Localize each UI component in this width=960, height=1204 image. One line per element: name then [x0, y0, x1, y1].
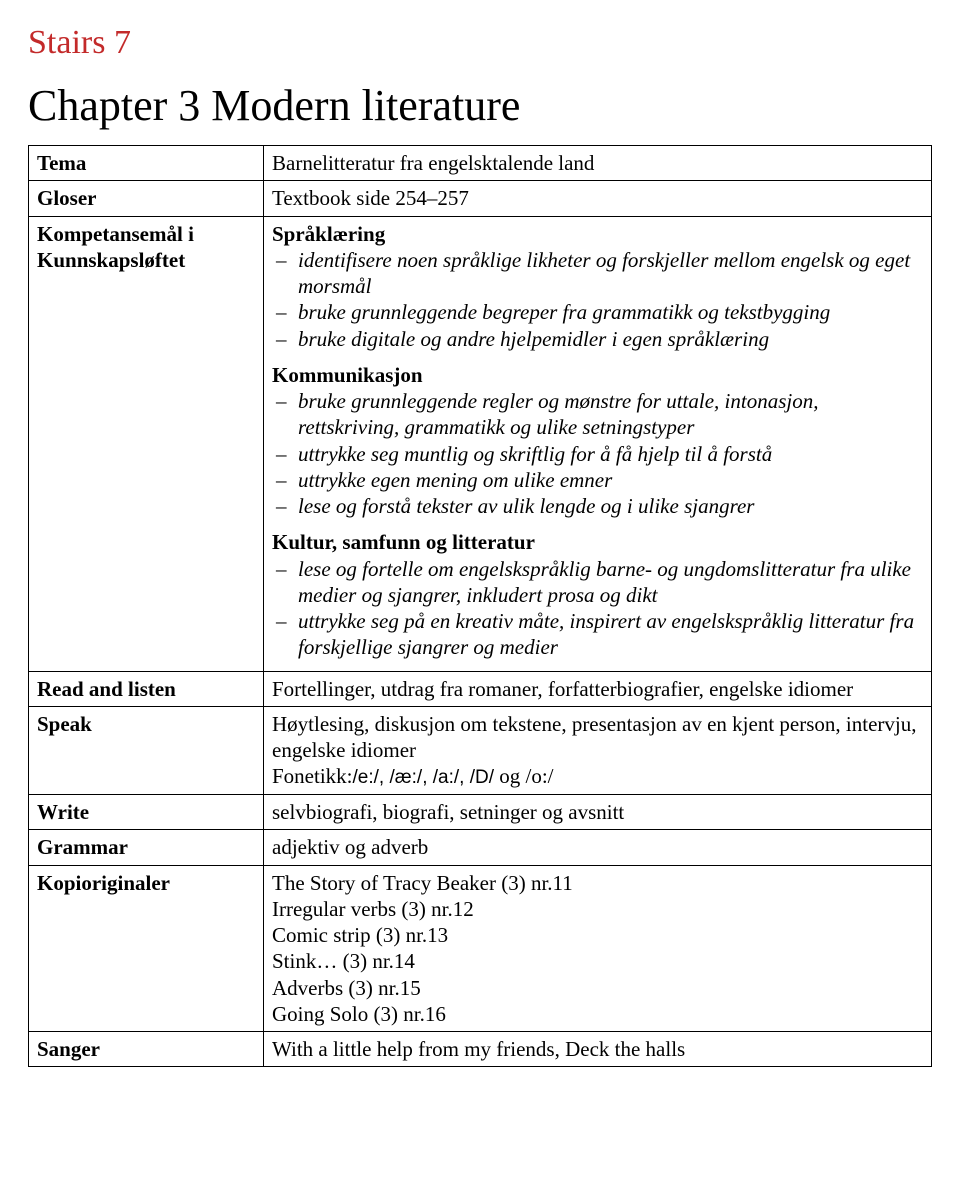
kopi-line: Irregular verbs (3) nr.12 — [272, 896, 923, 922]
kompetanse-label-2: Kunnskapsløftet — [37, 247, 255, 273]
kompetanse-label-1: Kompetansemål i — [37, 221, 255, 247]
row-value-speak: Høytlesing, diskusjon om tekstene, prese… — [264, 706, 932, 794]
table-row: Gloser Textbook side 254–257 — [29, 181, 932, 216]
list-item: bruke digitale og andre hjelpemidler i e… — [272, 326, 923, 352]
table-row: Speak Høytlesing, diskusjon om tekstene,… — [29, 706, 932, 794]
row-label-sanger: Sanger — [29, 1032, 264, 1067]
table-row: Tema Barnelitteratur fra engelsktalende … — [29, 146, 932, 181]
row-label-speak: Speak — [29, 706, 264, 794]
table-row: Kompetansemål i Kunnskapsløftet Språklær… — [29, 216, 932, 671]
kopi-line: Adverbs (3) nr.15 — [272, 975, 923, 1001]
kultur-head: Kultur, samfunn og litteratur — [272, 529, 923, 555]
list-item: uttrykke seg muntlig og skriftlig for å … — [272, 441, 923, 467]
row-label-tema: Tema — [29, 146, 264, 181]
row-value-gloser: Textbook side 254–257 — [264, 181, 932, 216]
list-item: bruke grunnleggende begreper fra grammat… — [272, 299, 923, 325]
table-row: Read and listen Fortellinger, utdrag fra… — [29, 671, 932, 706]
list-item: lese og fortelle om engelskspråklig barn… — [272, 556, 923, 609]
speak-fonetikk-pre: Fonetikk: — [272, 764, 353, 788]
kopi-line: The Story of Tracy Beaker (3) nr.11 — [272, 870, 923, 896]
table-row: Write selvbiografi, biografi, setninger … — [29, 795, 932, 830]
row-value-kopi: The Story of Tracy Beaker (3) nr.11Irreg… — [264, 865, 932, 1032]
kommunikasjon-list: bruke grunnleggende regler og mønstre fo… — [272, 388, 923, 519]
row-label-grammar: Grammar — [29, 830, 264, 865]
kopi-line: Comic strip (3) nr.13 — [272, 922, 923, 948]
kopi-line: Going Solo (3) nr.16 — [272, 1001, 923, 1027]
list-item: identifisere noen språklige likheter og … — [272, 247, 923, 300]
content-table: Tema Barnelitteratur fra engelsktalende … — [28, 145, 932, 1067]
row-label-gloser: Gloser — [29, 181, 264, 216]
chapter-title: Chapter 3 Modern literature — [28, 80, 932, 131]
list-item: bruke grunnleggende regler og mønstre fo… — [272, 388, 923, 441]
spraklaering-list: identifisere noen språklige likheter og … — [272, 247, 923, 352]
kultur-list: lese og fortelle om engelskspråklig barn… — [272, 556, 923, 661]
list-item: lese og forstå tekster av ulik lengde og… — [272, 493, 923, 519]
table-row: Sanger With a little help from my friend… — [29, 1032, 932, 1067]
row-label-kopi: Kopioriginaler — [29, 865, 264, 1032]
speak-fonetikk-post: og /o:/ — [494, 764, 554, 788]
speak-line-1: Høytlesing, diskusjon om tekstene, prese… — [272, 711, 923, 764]
row-label-read: Read and listen — [29, 671, 264, 706]
list-item: uttrykke egen mening om ulike emner — [272, 467, 923, 493]
row-label-kompetanse: Kompetansemål i Kunnskapsløftet — [29, 216, 264, 671]
row-label-write: Write — [29, 795, 264, 830]
kopi-line: Stink… (3) nr.14 — [272, 948, 923, 974]
series-title: Stairs 7 — [28, 24, 932, 62]
kommunikasjon-head: Kommunikasjon — [272, 362, 923, 388]
row-value-read: Fortellinger, utdrag fra romaner, forfat… — [264, 671, 932, 706]
table-row: Grammar adjektiv og adverb — [29, 830, 932, 865]
row-value-tema: Barnelitteratur fra engelsktalende land — [264, 146, 932, 181]
list-item: uttrykke seg på en kreativ måte, inspire… — [272, 608, 923, 661]
row-value-grammar: adjektiv og adverb — [264, 830, 932, 865]
speak-fonetikk-phon: /e:/, /æ:/, /a:/, /D/ — [353, 767, 495, 788]
row-value-kompetanse: Språklæring identifisere noen språklige … — [264, 216, 932, 671]
speak-line-2: Fonetikk:/e:/, /æ:/, /a:/, /D/ og /o:/ — [272, 763, 923, 790]
row-value-write: selvbiografi, biografi, setninger og avs… — [264, 795, 932, 830]
table-row: Kopioriginaler The Story of Tracy Beaker… — [29, 865, 932, 1032]
spraklaering-head: Språklæring — [272, 221, 923, 247]
row-value-sanger: With a little help from my friends, Deck… — [264, 1032, 932, 1067]
